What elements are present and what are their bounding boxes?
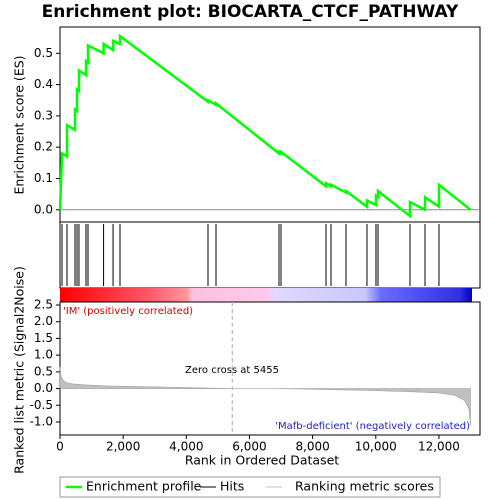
es-frame — [59, 26, 481, 223]
y-tick-label: 0.3 — [34, 108, 53, 122]
chart-title: Enrichment plot: BIOCARTA_CTCF_PATHWAY — [42, 2, 459, 22]
x-tick-label: 4,000 — [169, 440, 203, 454]
legend-label: Hits — [220, 479, 244, 494]
y-tick-label: 0.1 — [34, 171, 53, 185]
y-tick-label: 1.0 — [34, 348, 53, 362]
y-axis-label: Enrichment score (ES) — [12, 55, 27, 194]
y-tick-label: 1.5 — [34, 331, 53, 345]
x-tick-label: 8,000 — [295, 440, 329, 454]
y-axis-label: Ranked list metric (Signal2Noise) — [12, 266, 27, 474]
y-tick-label: 0.5 — [34, 364, 53, 378]
metric-area — [59, 366, 471, 426]
y-tick-label: 0.4 — [34, 77, 53, 91]
hits-frame — [59, 221, 481, 289]
x-tick-label: 6,000 — [232, 440, 266, 454]
annotation: 'Mafb-deficient' (negatively correlated) — [275, 421, 470, 432]
y-tick-label: 2.0 — [34, 314, 53, 328]
annotation: Zero cross at 5455 — [185, 365, 279, 376]
legend-label: Ranking metric scores — [295, 479, 434, 494]
x-tick-label: 12,000 — [418, 440, 460, 454]
color-bar — [60, 288, 472, 302]
x-tick-label: 0 — [56, 440, 64, 454]
legend-label: Enrichment profile — [86, 479, 202, 494]
y-tick-label: -0.5 — [30, 398, 53, 412]
y-tick-label: 2.5 — [34, 298, 53, 312]
y-tick-label: 0.0 — [34, 381, 53, 395]
y-tick-label: 0.2 — [34, 140, 53, 154]
legend — [59, 476, 441, 498]
x-axis-label: Rank in Ordered Dataset — [185, 453, 339, 468]
enrichment-line — [58, 33, 472, 219]
x-tick-label: 2,000 — [106, 440, 140, 454]
y-tick-label: 0.0 — [34, 202, 53, 216]
x-tick-label: 10,000 — [355, 440, 397, 454]
y-tick-label: 0.5 — [34, 46, 53, 60]
annotation: 'IM' (positively correlated) — [63, 306, 193, 317]
y-tick-label: -1.0 — [30, 414, 53, 428]
